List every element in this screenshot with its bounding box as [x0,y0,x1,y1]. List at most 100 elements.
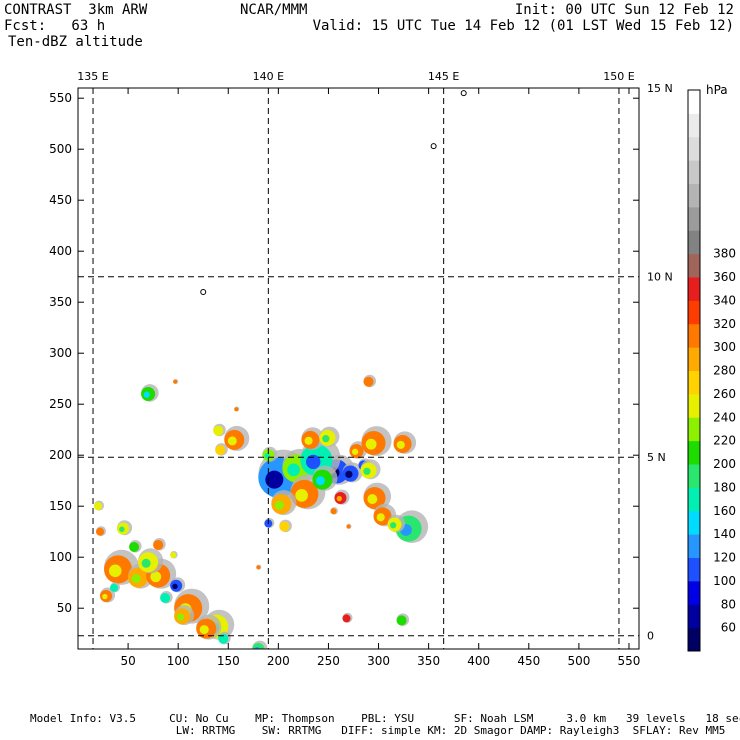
app-title: CONTRAST 3km ARW [4,2,148,18]
echo-core [351,448,359,455]
valid-time: Valid: 15 UTC Tue 14 Feb 12 (01 LST Wed … [312,18,734,34]
echo-core [102,593,108,600]
echo-core [390,522,397,529]
echo-core [376,513,385,522]
colorbar-swatch [688,136,700,161]
x-tick-label: 150 [217,654,240,668]
echo-cell [173,379,178,384]
y-tick-label: 50 [57,601,72,615]
longitude-label: 145 E [428,70,459,83]
y-tick-label: 200 [49,448,72,462]
echo-core [141,558,151,568]
x-tick-label: 350 [417,654,440,668]
echo-core [108,564,122,578]
colorbar-swatch [688,206,700,231]
colorbar-swatch [688,393,700,418]
echo-core [363,467,371,475]
field-name: Ten-dBZ altitude [8,34,143,50]
echo-cell [396,615,407,626]
plot-frame [77,87,640,650]
echo-cell [215,445,226,456]
echo-cell [330,508,337,515]
colorbar-label: 60 [721,621,736,635]
echo-core [315,476,325,486]
model-info-line1: Model Info: V3.5 CU: No Cu MP: Thompson … [30,712,740,725]
forecast-hour: Fcst: 63 h [4,18,106,34]
echo-core [172,583,178,590]
y-tick-label: 500 [49,142,72,156]
colorbar-swatch [688,464,700,488]
echo-core [265,470,284,489]
colorbar-label: 180 [713,480,736,494]
colorbar-swatch [688,487,700,512]
island-outline [460,90,467,97]
latitude-label: 0 [647,630,654,643]
colorbar-label: 360 [713,270,736,284]
y-tick-label: 350 [49,295,72,309]
echo-core [150,571,162,583]
longitude-label: 150 E [603,70,634,83]
latitude-label: 5 N [647,451,666,464]
colorbar-swatch [688,557,700,582]
y-tick-label: 400 [49,244,72,258]
colorbar-label: 120 [713,551,736,565]
colorbar-frame [687,89,701,652]
y-tick-label: 250 [49,397,72,411]
echo-cell [342,614,351,623]
echo-cell [96,527,105,536]
colorbar-label: 320 [713,317,736,331]
echo-core [336,495,342,502]
echo-core [322,435,330,443]
echo-cell [252,642,265,649]
colorbar-swatch [688,417,700,442]
echo-cell [256,565,261,570]
model-info-line2: LW: RRTMG SW: RRTMG DIFF: simple KM: 2D … [30,724,726,737]
colorbar-swatch [688,510,700,535]
island-outline [200,289,207,295]
longitude-label: 140 E [253,70,284,83]
x-tick-label: 200 [267,654,290,668]
echo-cell [94,502,103,511]
colorbar-swatch [688,580,700,605]
echo-cell [170,552,177,559]
init-time: Init: 00 UTC Sun 12 Feb 12 [514,2,734,18]
colorbar-label: 300 [713,340,736,354]
echo-core [176,613,185,621]
echo-cell [110,583,119,592]
colorbar-label: 80 [721,597,736,611]
echo-cell [160,592,171,604]
colorbar-unit: hPa [706,83,728,97]
y-tick-label: 150 [49,499,72,513]
colorbar-swatch [688,604,700,629]
echo-core [304,436,313,445]
colorbar-swatch [688,230,700,255]
x-tick-label: 100 [167,654,190,668]
latitude-label: 15 N [647,82,673,95]
colorbar-swatch [688,253,700,278]
x-tick-label: 400 [467,654,490,668]
echo-cell [218,633,229,644]
colorbar-label: 200 [713,457,736,471]
x-tick-label: 450 [517,654,540,668]
colorbar-swatch [688,323,700,348]
echo-core [396,440,405,449]
x-tick-label: 250 [317,654,340,668]
colorbar-swatch [688,440,700,465]
echo-core [199,625,209,635]
echo-core [287,463,300,477]
colorbar-label: 100 [713,574,736,588]
x-tick-label: 50 [120,654,135,668]
colorbar-swatch [688,113,700,138]
center-label: NCAR/MMM [240,2,308,18]
colorbar-swatch [688,160,700,184]
x-tick-label: 300 [367,654,390,668]
y-tick-label: 100 [49,550,72,564]
x-tick-label: 500 [567,654,590,668]
colorbar-label: 260 [713,387,736,401]
echo-core [274,500,284,510]
echo-core [131,574,141,584]
echo-core [295,489,308,502]
echo-core [345,470,353,478]
colorbar-label: 280 [713,364,736,378]
